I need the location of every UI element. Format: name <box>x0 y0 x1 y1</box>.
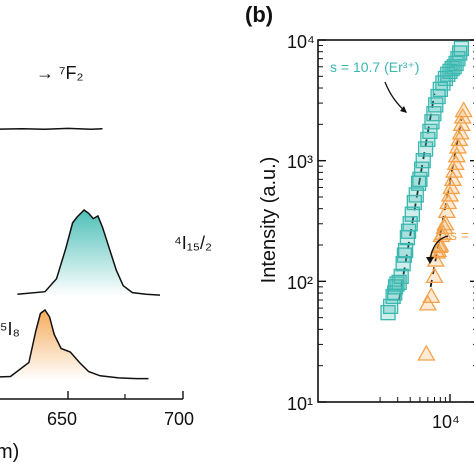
data-point-square <box>402 216 418 232</box>
left-x-tick-label: 650 <box>47 409 77 429</box>
data-point-square <box>417 141 434 157</box>
data-point-triangle <box>437 202 456 219</box>
data-point-square <box>389 276 405 292</box>
orange-annotation-arrowhead <box>426 257 434 264</box>
data-point-square <box>453 40 470 57</box>
data-point-square <box>426 106 442 122</box>
data-point-triangle <box>454 101 473 118</box>
y-tick-label-1e1: 10¹ <box>287 394 313 414</box>
data-point-triangle <box>417 344 436 361</box>
x-tick-label-1e4: 10⁴ <box>432 412 460 432</box>
data-point-triangle <box>425 267 444 283</box>
data-point-square <box>396 247 413 263</box>
data-point-square <box>395 256 411 272</box>
data-point-square <box>452 45 468 61</box>
data-point-square <box>404 206 420 222</box>
y-axis-label: Intensity (a.u.) <box>258 157 280 284</box>
panel-label-b: (b) <box>245 2 273 27</box>
plot-frame <box>317 39 474 403</box>
data-point-square <box>397 242 414 259</box>
data-point-triangle <box>447 146 466 163</box>
y-tick-label-1e2: 10² <box>287 273 313 293</box>
data-point-triangle <box>436 214 455 231</box>
annotation-bottom-transition: ⁵I₈ <box>0 319 20 339</box>
annotation-top-transition: → ⁷F₂ <box>36 63 84 83</box>
data-point-triangle <box>445 161 464 178</box>
data-point-square <box>424 114 440 130</box>
data-point-square <box>428 97 444 113</box>
y-tick-label-1e3: 10³ <box>287 152 313 172</box>
data-point-square <box>393 268 409 284</box>
data-point-square <box>415 153 431 169</box>
spectrum-line <box>0 127 103 130</box>
left-x-axis-label: m) <box>0 441 19 463</box>
data-point-square <box>413 161 430 177</box>
data-point-square <box>422 123 438 139</box>
slope-annotation-orange: s = <box>450 227 469 243</box>
data-point-square <box>391 274 407 291</box>
fit-line-orange <box>429 119 463 288</box>
fit-line-teal <box>398 93 436 301</box>
spectrum-line <box>0 308 149 380</box>
right-panel: (b) 10⁴ 10³ 10² 10¹ Intensity (a.u.) 10⁴… <box>245 2 474 432</box>
left-panel: 650 700 m) → ⁷F₂ ⁴I₁₅/₂ ⁵I₈ <box>0 63 212 463</box>
data-point-triangle <box>451 123 470 140</box>
teal-annotation-arrowhead <box>400 106 407 113</box>
data-point-triangle <box>443 170 463 187</box>
spectrum-line <box>17 209 161 296</box>
annotation-mid-transition: ⁴I₁₅/₂ <box>174 233 212 253</box>
spectrum-fill <box>17 210 161 296</box>
data-point-triangle <box>422 287 441 304</box>
data-point-square <box>380 305 396 321</box>
data-point-triangle <box>446 154 465 171</box>
spectrum-fill <box>0 310 149 380</box>
data-point-triangle <box>442 178 461 195</box>
data-point-square <box>420 131 436 148</box>
left-x-tick-label: 700 <box>164 409 194 429</box>
y-tick-label-1e4: 10⁴ <box>287 32 315 52</box>
slope-annotation-teal: s = 10.7 (Er³⁺) <box>330 59 419 75</box>
data-point-square <box>408 187 424 203</box>
data-point-triangle <box>428 241 448 258</box>
